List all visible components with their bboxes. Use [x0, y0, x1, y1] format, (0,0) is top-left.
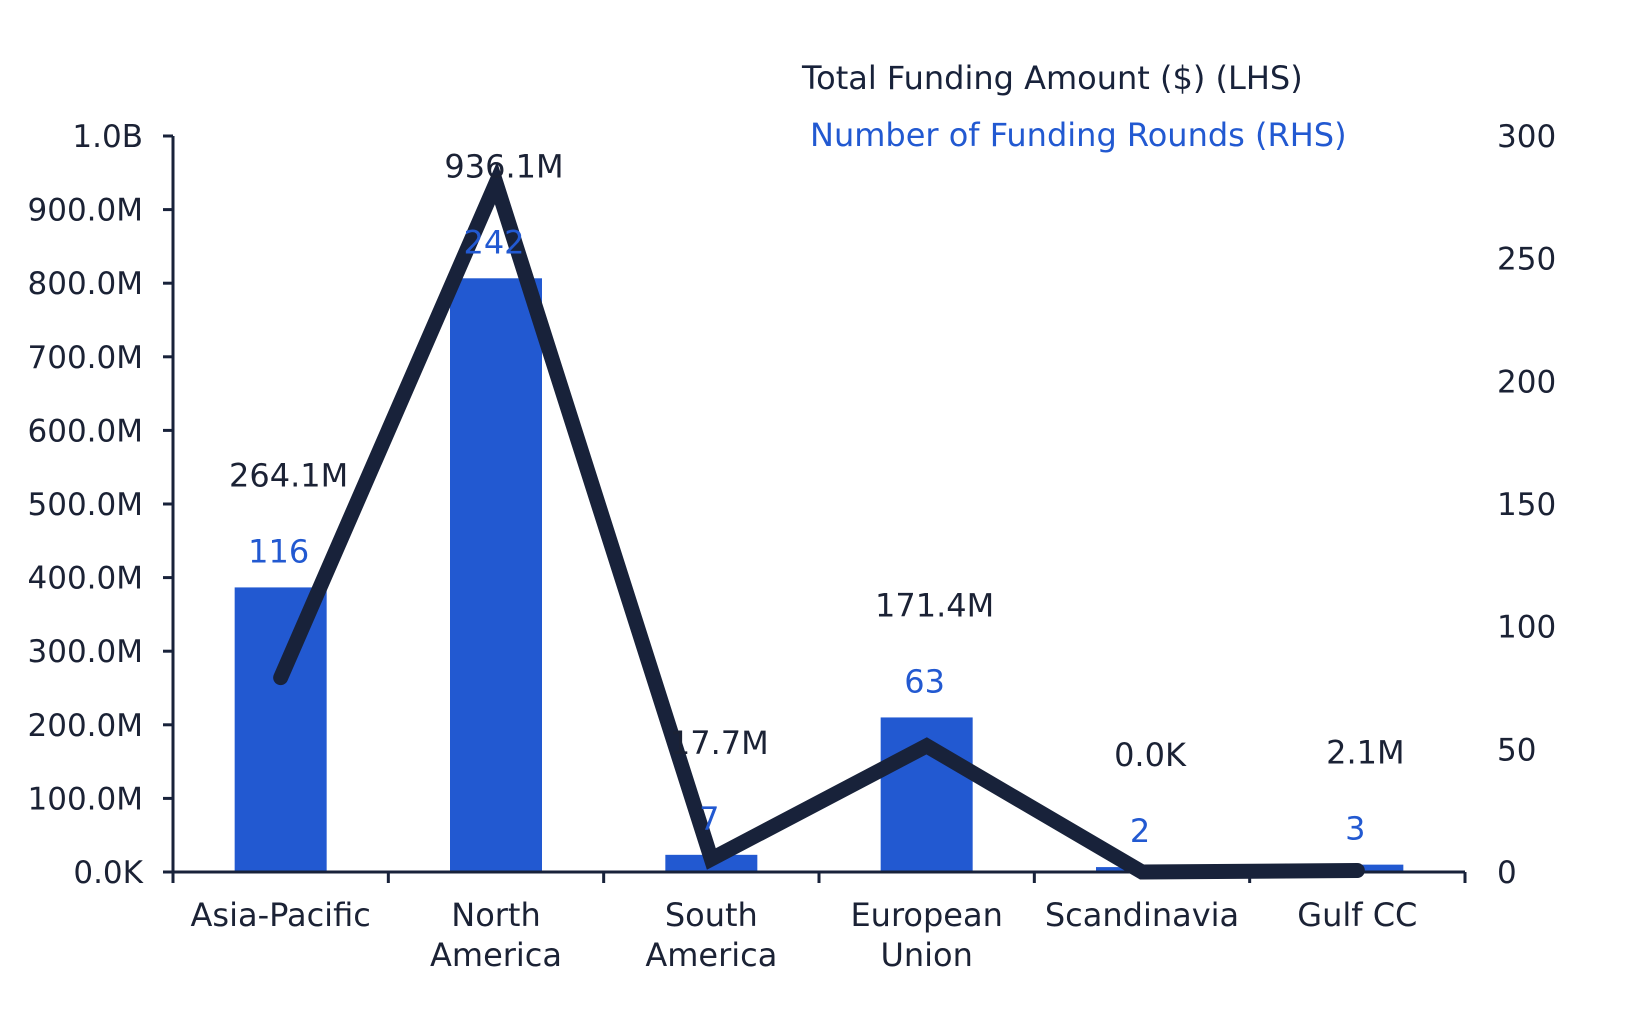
amount-label-2: 17.7M: [670, 724, 769, 762]
left-tick-label-1: 100.0M: [28, 781, 144, 817]
right-tick-label-6: 300: [1497, 119, 1556, 155]
right-tick-label-4: 200: [1497, 364, 1556, 400]
category-label-4: Scandinavia: [1045, 896, 1239, 934]
category-label-line-2-0: South: [665, 896, 758, 934]
amount-label-1: 936.1M: [444, 147, 563, 185]
count-label-5: 3: [1345, 810, 1365, 848]
left-tick-label-3: 300.0M: [28, 634, 144, 670]
category-label-line-3-1: Union: [880, 936, 972, 974]
right-tick-label-0: 0: [1497, 855, 1517, 891]
category-label-line-5-0: Gulf CC: [1297, 896, 1417, 934]
category-label-line-0-0: Asia-Pacific: [191, 896, 371, 934]
legend-entry-funding-amount: Total Funding Amount ($) (LHS): [801, 59, 1303, 97]
count-label-3: 63: [904, 662, 945, 700]
category-label-line-4-0: Scandinavia: [1045, 896, 1239, 934]
bar-1: [450, 278, 542, 872]
right-tick-label-1: 50: [1497, 732, 1536, 768]
count-label-0: 116: [248, 532, 309, 570]
category-label-0: Asia-Pacific: [191, 896, 371, 934]
category-label-line-2-1: America: [645, 936, 777, 974]
right-tick-label-3: 150: [1497, 487, 1556, 523]
left-tick-label-2: 200.0M: [28, 708, 144, 744]
count-label-4: 2: [1130, 812, 1150, 850]
left-tick-label-4: 400.0M: [28, 561, 144, 597]
count-label-2: 7: [699, 800, 719, 838]
amount-label-5: 2.1M: [1326, 734, 1405, 772]
category-label-1: North America: [430, 896, 562, 974]
category-label-line-1-0: North: [451, 896, 541, 934]
legend-entry-funding-rounds: Number of Funding Rounds (RHS): [810, 116, 1347, 154]
data-labels-layer: 116 264.1M 242 936.1M 7 17.7M 63 171.4M 2 0.0K 3 2.…: [229, 147, 1405, 850]
legend: Total Funding Amount ($) (LHS) Number of …: [801, 59, 1347, 154]
left-tick-label-7: 700.0M: [28, 340, 144, 376]
left-tick-label-8: 800.0M: [28, 266, 144, 302]
amount-label-0: 264.1M: [229, 456, 348, 494]
right-tick-label-5: 250: [1497, 242, 1556, 278]
count-label-1: 242: [463, 223, 524, 261]
category-label-line-3-0: European: [850, 896, 1002, 934]
bar-0: [234, 587, 327, 872]
category-label-3: European Union: [850, 896, 1002, 974]
axes-layer: 0.0K 100.0M 200.0M 300.0M 400.0M 500.0M 600.0M…: [28, 119, 1557, 974]
category-label-2: South America: [645, 896, 777, 974]
left-tick-label-9: 900.0M: [28, 193, 144, 229]
right-tick-label-2: 100: [1497, 610, 1556, 646]
series-line-funding-amount: [273, 161, 1365, 880]
category-label-5: Gulf CC: [1297, 896, 1417, 934]
left-tick-label-10: 1.0B: [72, 119, 143, 155]
line-layer: [273, 161, 1365, 880]
left-tick-label-5: 500.0M: [28, 487, 144, 523]
amount-label-3: 171.4M: [875, 586, 994, 624]
category-label-line-1-1: America: [430, 936, 562, 974]
amount-label-4: 0.0K: [1114, 736, 1187, 774]
left-tick-label-0: 0.0K: [73, 855, 143, 891]
left-tick-label-6: 600.0M: [28, 413, 144, 449]
